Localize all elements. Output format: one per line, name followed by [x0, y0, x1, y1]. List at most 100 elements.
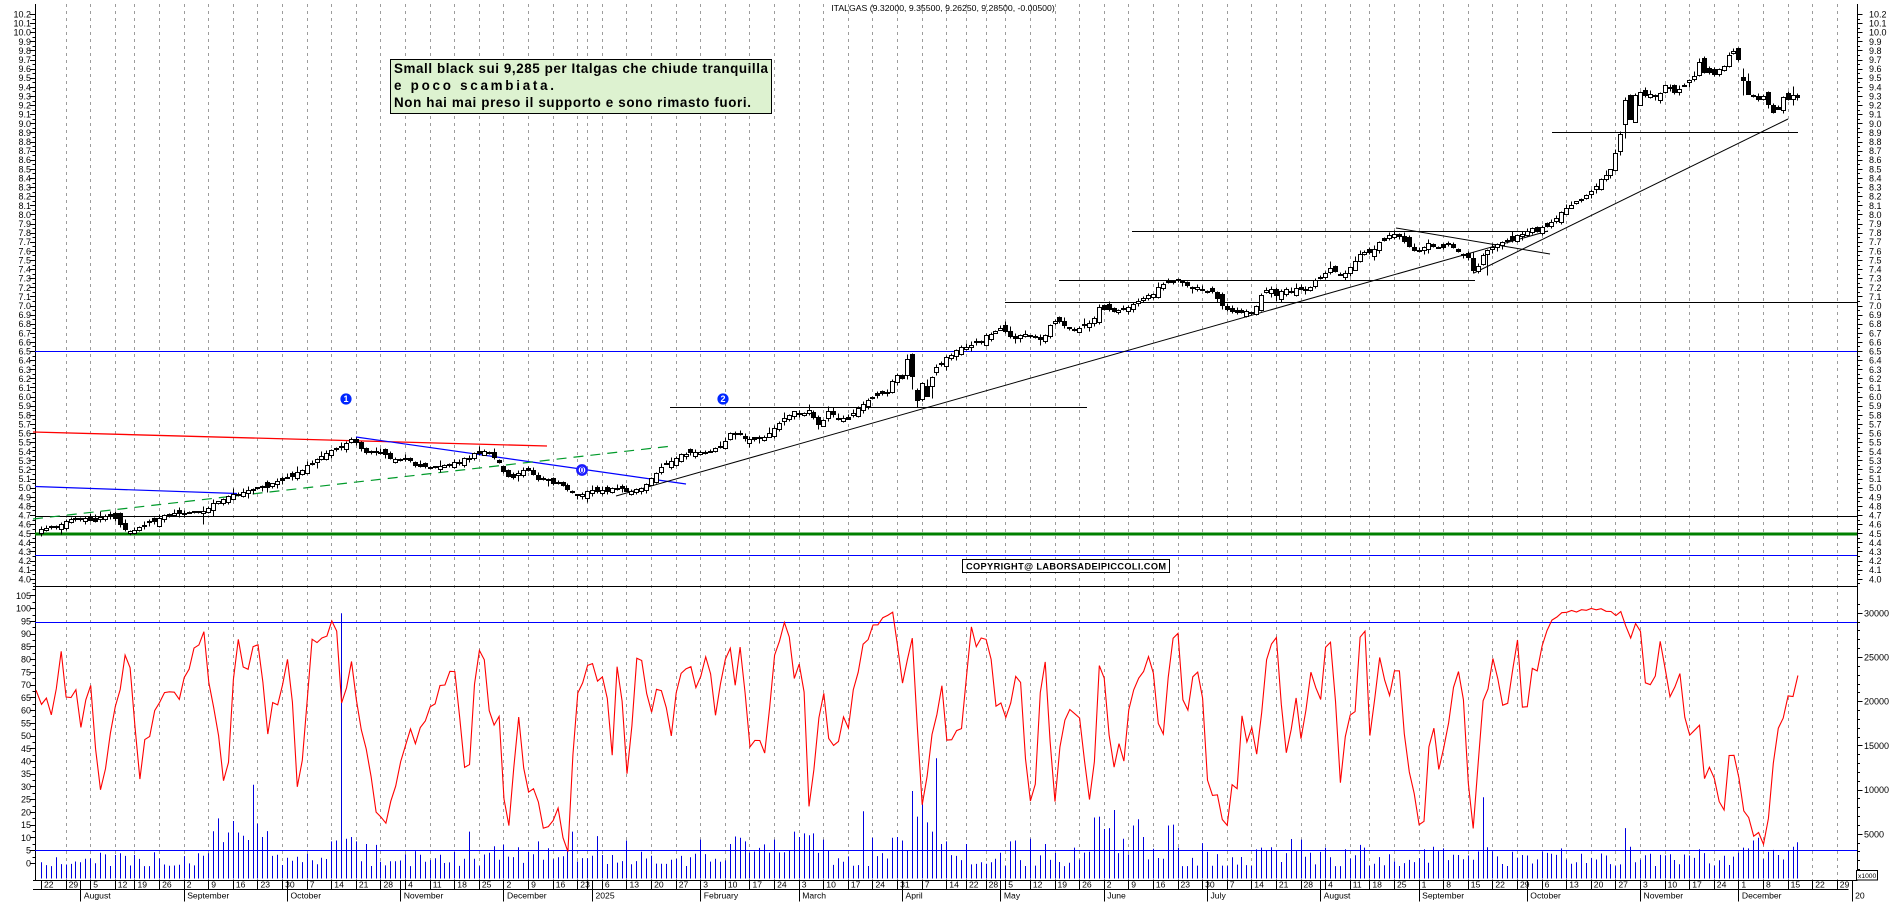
svg-text:10.0: 10.0 — [1869, 28, 1887, 38]
svg-text:6.2: 6.2 — [1869, 374, 1882, 384]
svg-text:0: 0 — [26, 858, 31, 868]
svg-text:November: November — [1644, 891, 1684, 901]
svg-text:4.8: 4.8 — [18, 501, 31, 511]
svg-text:7.6: 7.6 — [1869, 246, 1882, 256]
svg-text:29: 29 — [1840, 880, 1850, 890]
svg-text:5.5: 5.5 — [18, 438, 31, 448]
svg-text:22: 22 — [1495, 880, 1505, 890]
svg-text:12: 12 — [1033, 880, 1043, 890]
svg-text:7.7: 7.7 — [1869, 237, 1882, 247]
svg-text:5.5: 5.5 — [1869, 438, 1882, 448]
svg-text:4.9: 4.9 — [1869, 492, 1882, 502]
svg-text:20000: 20000 — [1864, 697, 1889, 707]
svg-text:13: 13 — [630, 880, 640, 890]
svg-text:9.2: 9.2 — [1869, 101, 1882, 111]
svg-text:4.3: 4.3 — [18, 547, 31, 557]
svg-text:25: 25 — [1397, 880, 1407, 890]
svg-text:8.1: 8.1 — [1869, 201, 1882, 211]
svg-text:9.6: 9.6 — [1869, 64, 1882, 74]
svg-text:18: 18 — [1372, 880, 1382, 890]
svg-text:80: 80 — [21, 655, 31, 665]
svg-text:July: July — [1211, 891, 1227, 901]
svg-text:9.6: 9.6 — [18, 64, 31, 74]
svg-text:8: 8 — [1446, 880, 1451, 890]
svg-text:4.1: 4.1 — [18, 565, 31, 575]
svg-text:5.8: 5.8 — [18, 410, 31, 420]
svg-text:15000: 15000 — [1864, 741, 1889, 751]
svg-text:2: 2 — [720, 394, 725, 404]
svg-text:7.0: 7.0 — [1869, 301, 1882, 311]
svg-text:6.4: 6.4 — [1869, 356, 1882, 366]
svg-text:11: 11 — [1353, 880, 1362, 890]
svg-text:4.9: 4.9 — [18, 492, 31, 502]
svg-text:6.5: 6.5 — [1869, 347, 1882, 357]
svg-text:14: 14 — [334, 880, 344, 890]
svg-text:8.6: 8.6 — [1869, 155, 1882, 165]
svg-text:1: 1 — [1741, 880, 1746, 890]
svg-text:10: 10 — [1668, 880, 1678, 890]
svg-text:5.4: 5.4 — [18, 447, 31, 457]
svg-text:5.7: 5.7 — [18, 419, 31, 429]
svg-text:7.8: 7.8 — [1869, 228, 1882, 238]
svg-text:5.2: 5.2 — [1869, 465, 1882, 475]
svg-text:6: 6 — [1545, 880, 1550, 890]
svg-text:8.9: 8.9 — [18, 128, 31, 138]
svg-text:14: 14 — [1254, 880, 1264, 890]
svg-text:8.2: 8.2 — [18, 192, 31, 202]
svg-text:25: 25 — [21, 795, 31, 805]
svg-text:60: 60 — [21, 706, 31, 716]
svg-text:February: February — [704, 891, 739, 901]
svg-text:7.1: 7.1 — [18, 292, 31, 302]
svg-text:4.5: 4.5 — [18, 529, 31, 539]
svg-text:8.8: 8.8 — [1869, 137, 1882, 147]
svg-text:5.9: 5.9 — [18, 401, 31, 411]
svg-text:10.1: 10.1 — [1869, 19, 1887, 29]
svg-text:December: December — [1742, 891, 1782, 901]
svg-text:20: 20 — [654, 880, 664, 890]
svg-text:8.6: 8.6 — [18, 155, 31, 165]
svg-text:15: 15 — [21, 820, 31, 830]
svg-text:7: 7 — [1230, 880, 1235, 890]
svg-text:25000: 25000 — [1864, 653, 1889, 663]
svg-text:9.9: 9.9 — [1869, 37, 1882, 47]
svg-text:5.1: 5.1 — [1869, 474, 1882, 484]
svg-text:10: 10 — [728, 880, 738, 890]
svg-text:15: 15 — [1791, 880, 1801, 890]
svg-text:7.5: 7.5 — [1869, 256, 1882, 266]
svg-text:6.9: 6.9 — [1869, 310, 1882, 320]
svg-text:16: 16 — [556, 880, 566, 890]
svg-text:9.5: 9.5 — [18, 73, 31, 83]
svg-text:4.8: 4.8 — [1869, 501, 1882, 511]
svg-text:5: 5 — [93, 880, 98, 890]
svg-text:3: 3 — [802, 880, 807, 890]
svg-text:3: 3 — [1643, 880, 1648, 890]
svg-text:30000: 30000 — [1864, 608, 1889, 618]
svg-text:2: 2 — [1107, 880, 1112, 890]
svg-text:9.7: 9.7 — [18, 55, 31, 65]
svg-text:August: August — [1324, 891, 1351, 901]
svg-text:31: 31 — [900, 880, 910, 890]
svg-text:7: 7 — [925, 880, 930, 890]
svg-text:9.3: 9.3 — [18, 92, 31, 102]
svg-text:7.9: 7.9 — [1869, 219, 1882, 229]
svg-text:October: October — [1530, 891, 1561, 901]
svg-text:9: 9 — [531, 880, 536, 890]
svg-text:21: 21 — [1279, 880, 1289, 890]
svg-text:85: 85 — [21, 642, 31, 652]
svg-text:2: 2 — [507, 880, 512, 890]
svg-text:8.7: 8.7 — [1869, 146, 1882, 156]
svg-text:11: 11 — [433, 880, 442, 890]
svg-text:9.3: 9.3 — [1869, 92, 1882, 102]
svg-text:7.3: 7.3 — [1869, 274, 1882, 284]
svg-text:September: September — [1422, 891, 1464, 901]
svg-text:17: 17 — [753, 880, 763, 890]
svg-text:9: 9 — [211, 880, 216, 890]
svg-text:10.1: 10.1 — [13, 19, 31, 29]
svg-text:90: 90 — [21, 629, 31, 639]
svg-text:6.5: 6.5 — [18, 347, 31, 357]
svg-text:7.9: 7.9 — [18, 219, 31, 229]
svg-text:5000: 5000 — [1864, 829, 1884, 839]
svg-text:10.2: 10.2 — [1869, 10, 1887, 20]
svg-text:30: 30 — [285, 880, 295, 890]
svg-text:8.2: 8.2 — [1869, 192, 1882, 202]
